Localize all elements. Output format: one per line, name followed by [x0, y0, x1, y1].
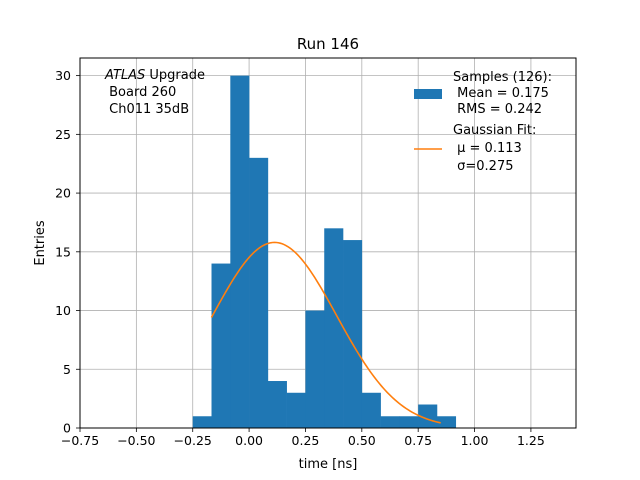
histogram-bar — [230, 75, 250, 428]
legend-fit-line-1: Gaussian Fit: — [453, 123, 536, 138]
histogram-bar — [361, 392, 381, 428]
legend-fit-line-3: σ=0.275 — [453, 159, 513, 174]
histogram-bar — [305, 310, 325, 428]
annotation-line-2: Board 260 — [105, 85, 176, 100]
x-tick-label: 0.25 — [292, 433, 320, 448]
histogram-bars — [192, 75, 457, 429]
x-tick-label: 0.75 — [404, 433, 432, 448]
gaussian-fit — [210, 241, 441, 424]
legend-hist-swatch — [414, 89, 442, 99]
legend-hist-line-3: RMS = 0.242 — [453, 102, 542, 117]
histogram-bar — [436, 416, 457, 428]
plot-frame — [79, 57, 577, 429]
histogram-bar — [399, 416, 419, 428]
legend: Samples (126): Mean = 0.175 RMS = 0.242 … — [414, 70, 552, 174]
y-tick-label: 0 — [63, 421, 71, 436]
y-tick-label: 30 — [55, 68, 71, 83]
y-tick-label: 10 — [55, 303, 71, 318]
histogram-bar — [418, 404, 438, 428]
atlas-label: ATLAS — [104, 68, 145, 83]
y-axis-label: Entries — [33, 220, 48, 266]
legend-hist-line-1: Samples (126): — [453, 70, 552, 85]
y-tick-label: 15 — [55, 244, 71, 259]
x-tick-label: 1.25 — [517, 433, 545, 448]
x-tick-label: 0.50 — [348, 433, 376, 448]
legend-fit-line-2: μ = 0.113 — [453, 141, 522, 156]
annotation-line-3: Ch011 35dB — [105, 102, 189, 117]
histogram-bar — [249, 157, 269, 429]
histogram-bar — [192, 416, 212, 428]
gaussian-fit-curve — [210, 241, 441, 424]
x-tick-label: 0.00 — [235, 433, 263, 448]
x-axis-ticks: −0.75 −0.50 −0.25 0.00 0.25 0.50 0.75 1.00 1.25 — [61, 428, 545, 448]
legend-hist-line-2: Mean = 0.175 — [453, 86, 549, 101]
x-axis-label: time [ns] — [299, 457, 358, 472]
y-tick-label: 5 — [63, 362, 71, 377]
y-tick-label: 25 — [55, 127, 71, 142]
y-axis-ticks: 0 5 10 15 20 25 30 — [55, 68, 80, 436]
chart-title: Run 146 — [297, 35, 359, 53]
histogram-bar — [286, 392, 306, 428]
x-tick-label: −0.50 — [117, 433, 155, 448]
x-tick-label: −0.75 — [61, 433, 99, 448]
run-annotation: ATLAS Upgrade Board 260 Ch011 35dB — [104, 68, 205, 117]
histogram-bar — [211, 263, 231, 428]
x-tick-label: 1.00 — [461, 433, 489, 448]
x-tick-label: −0.25 — [174, 433, 212, 448]
histogram-bar — [380, 416, 400, 428]
histogram-bar — [343, 240, 363, 428]
histogram-bar — [324, 228, 344, 428]
upgrade-label: Upgrade — [145, 68, 205, 83]
histogram-bar — [267, 381, 287, 428]
annotation-line-1: ATLAS Upgrade — [104, 68, 205, 83]
y-tick-label: 20 — [55, 186, 71, 201]
